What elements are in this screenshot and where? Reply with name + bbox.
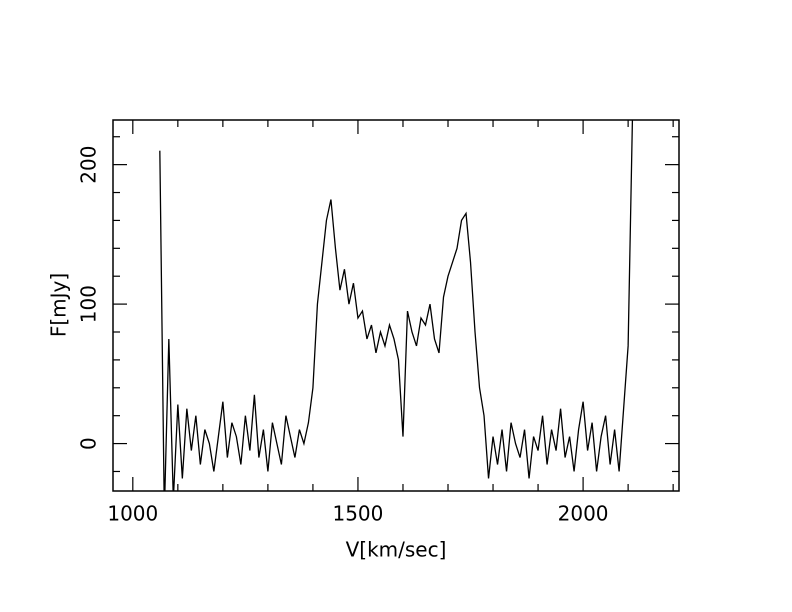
x-tick-label: 2000 <box>558 502 609 526</box>
spectrum-line <box>159 120 634 491</box>
x-tick-label: 1500 <box>332 502 383 526</box>
y-tick-label: 100 <box>77 285 101 323</box>
x-axis-label: V[km/sec] <box>346 538 447 562</box>
y-tick-label: 0 <box>77 437 101 450</box>
y-tick-label: 200 <box>77 146 101 184</box>
y-axis-label: F[mJy] <box>47 273 71 337</box>
x-tick-label: 1000 <box>107 502 158 526</box>
plot-frame <box>112 119 680 492</box>
